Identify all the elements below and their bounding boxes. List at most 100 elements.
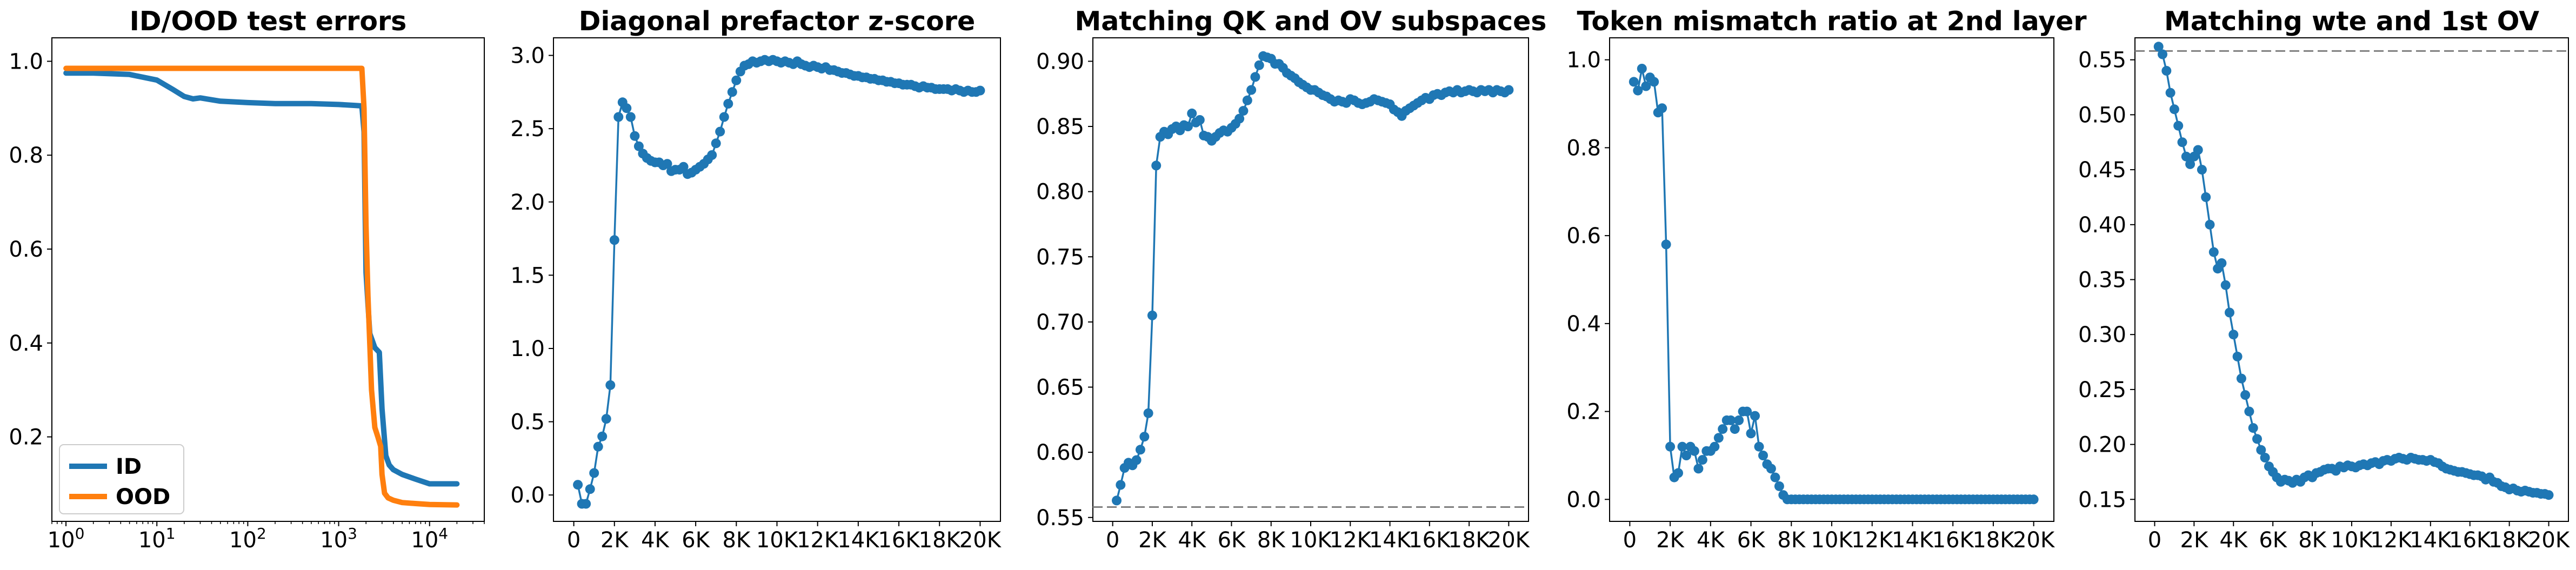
legend-label: ID	[116, 454, 142, 479]
x-tick-label: 6K	[1218, 528, 1246, 553]
x-tick-label: 102	[229, 525, 266, 553]
data-point	[1734, 415, 1744, 425]
data-point	[622, 103, 632, 113]
data-point	[2240, 390, 2251, 400]
y-tick-label: 0.0	[510, 483, 545, 508]
y-tick-label: 3.0	[510, 44, 545, 69]
x-tick-label: 8K	[722, 528, 751, 553]
x-tick-label: 14K	[2410, 528, 2452, 553]
data-point	[613, 112, 624, 122]
data-point	[975, 85, 985, 96]
series-line	[1633, 68, 2035, 501]
y-tick-label: 0.55	[2078, 48, 2126, 73]
y-tick-label: 0.20	[2078, 433, 2126, 458]
data-point	[2252, 434, 2262, 444]
x-tick-label: 103	[320, 525, 357, 553]
data-point	[1713, 433, 1724, 443]
data-point	[581, 499, 591, 509]
chart-panel-matching-qk-ov: Matching QK and OV subspaces 0.55 0.60 0.6…	[1036, 6, 1547, 553]
y-tick-label: 0.55	[1036, 506, 1084, 531]
legend-label: OOD	[116, 485, 170, 509]
y-tick-label: 0.0	[1566, 487, 1601, 512]
x-tick-label: 16K	[1409, 528, 1451, 553]
x-tick-label: 12K	[1330, 528, 1372, 553]
data-point	[2228, 330, 2239, 340]
x-tick-label: 0	[1623, 528, 1637, 553]
x-tick-label: 8K	[1777, 528, 1806, 553]
data-point	[1633, 85, 1643, 96]
x-tick-label: 2K	[2180, 528, 2209, 553]
plot-frame	[51, 37, 485, 522]
data-point	[2177, 137, 2187, 147]
data-point	[589, 468, 599, 478]
data-point	[2181, 151, 2191, 162]
series-line	[577, 58, 982, 505]
chart-title: Matching QK and OV subspaces	[1075, 6, 1547, 37]
data-point	[573, 480, 583, 490]
data-point	[707, 150, 717, 160]
chart-panel-token-mismatch: Token mismatch ratio at 2nd layer 0.0 0.2…	[1566, 6, 2087, 553]
data-point	[719, 112, 729, 122]
series-line-id	[63, 70, 460, 487]
data-point	[715, 126, 725, 137]
x-tick-label: 10K	[2331, 528, 2373, 553]
data-point	[2165, 88, 2175, 98]
data-point	[1504, 85, 1514, 95]
data-point	[1665, 441, 1676, 452]
data-point	[1649, 77, 1659, 87]
data-point	[1116, 480, 1126, 490]
chart-panel-id-ood-test-errors: ID/OOD test errors 0.2 0.4 0.6 0.8 1.0 100 101…	[9, 6, 485, 553]
y-tick-label: 0.35	[2078, 268, 2126, 293]
x-tick-label: 12K	[1851, 528, 1894, 553]
y-tick-label: 0.6	[1566, 224, 1601, 249]
x-tick-label: 18K	[2488, 528, 2531, 553]
data-point	[1693, 464, 1704, 474]
data-point	[2544, 490, 2554, 500]
data-point	[1661, 239, 1671, 250]
y-tick-label: 0.5	[510, 410, 545, 435]
data-point	[1135, 445, 1145, 455]
series-line-ood	[63, 65, 460, 508]
y-tick-label: 0.40	[2078, 213, 2126, 238]
data-point	[1183, 122, 1193, 131]
y-tick-label: 0.45	[2078, 158, 2126, 183]
x-tick-label: 0	[2148, 528, 2161, 553]
x-tick-label: 6K	[2259, 528, 2287, 553]
data-point	[1254, 60, 1264, 70]
data-point	[2153, 42, 2164, 52]
y-tick-label: 0.4	[1566, 312, 1601, 337]
y-tick-label: 2.0	[510, 190, 545, 215]
data-point	[2161, 66, 2172, 76]
data-point	[1697, 455, 1707, 465]
y-tick-label: 1.0	[510, 337, 545, 361]
data-point	[731, 75, 742, 85]
data-point	[597, 431, 608, 441]
data-point	[1681, 451, 1691, 460]
data-point	[727, 87, 737, 97]
data-point	[1151, 160, 1162, 171]
data-point	[1758, 451, 1768, 460]
x-tick-label: 4K	[2219, 528, 2248, 553]
x-tick-label: 20K	[959, 528, 1002, 553]
data-point	[2028, 494, 2039, 505]
data-point	[1746, 428, 1756, 439]
data-point	[1754, 441, 1764, 452]
y-tick-label: 0.75	[1036, 245, 1084, 270]
plot-frame	[2134, 37, 2569, 522]
x-tick-label: 14K	[1892, 528, 1934, 553]
y-tick-label: 0.15	[2078, 487, 2126, 512]
y-tick-label: 0.2	[1566, 400, 1601, 425]
x-tick-label: 8K	[1257, 528, 1286, 553]
x-tick-label: 10K	[1290, 528, 1332, 553]
data-point	[2173, 120, 2184, 131]
data-point	[2193, 145, 2203, 155]
x-tick-label: 16K	[2449, 528, 2492, 553]
y-tick-label: 0.8	[1566, 136, 1601, 160]
y-tick-label: 0.65	[1036, 375, 1084, 400]
x-tick-label: 10K	[1811, 528, 1853, 553]
chart-panel-diagonal-prefactor: Diagonal prefactor z-score 0.0 0.5 1.0 1.5 2…	[510, 6, 1002, 553]
x-tick-label: 8K	[2298, 528, 2327, 553]
x-tick-label: 100	[48, 525, 85, 553]
data-point	[630, 131, 640, 141]
